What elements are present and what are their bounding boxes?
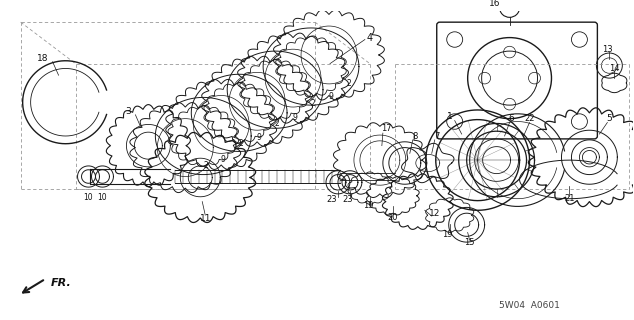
Text: 20: 20	[387, 212, 398, 221]
Text: 4: 4	[367, 33, 373, 43]
Text: 8: 8	[412, 132, 417, 140]
Text: 14: 14	[609, 64, 619, 73]
Text: 6: 6	[508, 114, 514, 123]
Text: 2: 2	[204, 161, 209, 171]
Text: 23: 23	[327, 195, 337, 204]
Text: 3: 3	[126, 108, 131, 116]
Text: 17: 17	[382, 124, 392, 133]
Text: 18: 18	[37, 54, 48, 63]
Text: 16: 16	[489, 0, 500, 8]
Text: 9: 9	[257, 133, 262, 142]
Text: 11: 11	[200, 213, 211, 222]
Text: 10: 10	[98, 193, 107, 202]
Text: 2: 2	[311, 99, 315, 108]
Text: 10: 10	[84, 193, 93, 202]
Text: 12: 12	[429, 209, 441, 218]
Text: 5: 5	[607, 114, 612, 123]
Text: 19: 19	[363, 201, 373, 210]
Text: FR.: FR.	[51, 278, 72, 288]
Text: 9: 9	[293, 113, 297, 122]
Text: 9: 9	[328, 92, 333, 101]
Text: 2: 2	[275, 119, 280, 128]
Text: 22: 22	[524, 114, 535, 123]
Text: 13: 13	[602, 45, 612, 54]
Text: 15: 15	[465, 238, 475, 247]
Text: 2: 2	[347, 79, 351, 88]
Text: 9: 9	[221, 155, 226, 164]
Text: 2: 2	[239, 139, 243, 148]
Text: 21: 21	[564, 194, 574, 203]
Text: 7: 7	[434, 132, 439, 140]
Text: 19: 19	[443, 230, 453, 239]
Text: 5W04  A0601: 5W04 A0601	[499, 301, 560, 310]
Text: 23: 23	[342, 195, 353, 204]
Text: 1: 1	[447, 112, 453, 121]
